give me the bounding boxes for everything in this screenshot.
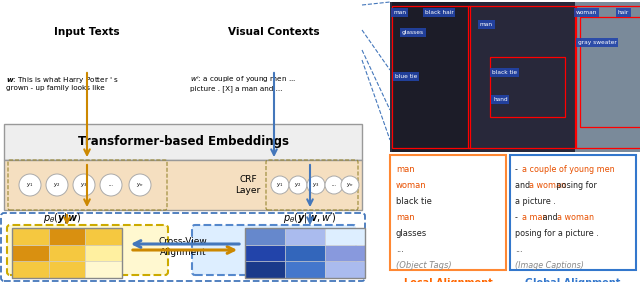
Bar xyxy=(325,228,365,245)
Text: Input Texts: Input Texts xyxy=(54,27,120,37)
FancyBboxPatch shape xyxy=(7,225,168,275)
Text: posing for: posing for xyxy=(554,181,596,190)
Bar xyxy=(580,17,640,127)
Text: (Image Captions): (Image Captions) xyxy=(515,261,584,270)
Text: Transformer-based Embeddings: Transformer-based Embeddings xyxy=(77,135,289,149)
Circle shape xyxy=(100,174,122,196)
Text: $\boldsymbol{w}$: This is what Harry Potter ' s: $\boldsymbol{w}$: This is what Harry Pot… xyxy=(6,75,119,85)
Bar xyxy=(245,261,285,278)
Text: a woman: a woman xyxy=(529,181,566,190)
Circle shape xyxy=(325,176,343,194)
Text: glasses: glasses xyxy=(396,229,428,238)
Text: a picture .: a picture . xyxy=(515,197,556,206)
Text: woman: woman xyxy=(576,10,597,15)
Text: $\boldsymbol{w'}$: a couple of young men ...: $\boldsymbol{w'}$: a couple of young men… xyxy=(190,75,296,86)
Bar xyxy=(49,228,85,245)
Text: hair: hair xyxy=(618,10,629,15)
Bar xyxy=(85,228,122,245)
Text: Visual Contexts: Visual Contexts xyxy=(228,27,320,37)
Bar xyxy=(245,228,285,245)
Text: hand: hand xyxy=(493,97,508,102)
Text: $p_\theta(\boldsymbol{y}|\boldsymbol{w})$: $p_\theta(\boldsymbol{y}|\boldsymbol{w})… xyxy=(43,211,81,225)
Text: picture . [X] a man and ...: picture . [X] a man and ... xyxy=(190,85,282,92)
Text: a couple of young men: a couple of young men xyxy=(522,165,614,174)
Bar xyxy=(575,6,640,148)
Text: -: - xyxy=(515,165,520,174)
Text: -: - xyxy=(515,213,520,222)
Bar xyxy=(4,124,362,160)
Bar xyxy=(4,160,362,210)
FancyBboxPatch shape xyxy=(192,225,356,275)
Circle shape xyxy=(129,174,151,196)
Text: ...: ... xyxy=(515,245,522,254)
Circle shape xyxy=(271,176,289,194)
Text: $y_3$: $y_3$ xyxy=(312,181,320,189)
Text: black tie: black tie xyxy=(396,197,432,206)
Bar xyxy=(468,6,576,148)
Bar xyxy=(12,228,49,245)
Circle shape xyxy=(19,174,41,196)
Bar xyxy=(245,245,285,261)
Text: gray sweater: gray sweater xyxy=(578,40,617,45)
Bar xyxy=(12,245,49,261)
Bar xyxy=(285,261,325,278)
Bar xyxy=(470,2,575,152)
Circle shape xyxy=(289,176,307,194)
Text: ...: ... xyxy=(108,182,114,188)
Bar xyxy=(85,245,122,261)
Text: black hair: black hair xyxy=(425,10,454,15)
Text: man: man xyxy=(393,10,406,15)
Text: blue tie: blue tie xyxy=(395,74,417,79)
Text: ...: ... xyxy=(396,245,404,254)
Text: (Object Tags): (Object Tags) xyxy=(396,261,452,270)
Bar xyxy=(575,2,640,152)
Text: a man: a man xyxy=(522,213,547,222)
Text: man: man xyxy=(396,165,415,174)
Bar xyxy=(12,261,49,278)
Text: $y_2$: $y_2$ xyxy=(53,181,61,189)
Bar xyxy=(49,245,85,261)
Text: $y_3$: $y_3$ xyxy=(80,181,88,189)
Bar xyxy=(85,261,122,278)
Text: glasses: glasses xyxy=(402,30,424,35)
Text: Local Alignment: Local Alignment xyxy=(404,278,492,282)
Text: Global Alignment: Global Alignment xyxy=(525,278,621,282)
Text: and: and xyxy=(540,213,559,222)
Circle shape xyxy=(307,176,325,194)
Bar xyxy=(245,228,365,278)
Bar xyxy=(12,228,122,278)
Text: a woman: a woman xyxy=(557,213,594,222)
Bar xyxy=(285,245,325,261)
Bar xyxy=(392,2,472,152)
Text: $p_\theta(\boldsymbol{y}|\boldsymbol{w}, \boldsymbol{w'})$: $p_\theta(\boldsymbol{y}|\boldsymbol{w},… xyxy=(283,211,337,225)
Text: man: man xyxy=(480,22,493,27)
Bar xyxy=(390,2,635,152)
Text: $y_2$: $y_2$ xyxy=(294,181,301,189)
Circle shape xyxy=(73,174,95,196)
Text: ...: ... xyxy=(332,182,337,188)
Text: black tie: black tie xyxy=(492,70,517,75)
Bar xyxy=(49,261,85,278)
Text: $y_n$: $y_n$ xyxy=(136,181,144,189)
Text: woman: woman xyxy=(396,181,427,190)
Circle shape xyxy=(46,174,68,196)
Text: $y_n$: $y_n$ xyxy=(346,181,354,189)
Text: Cross-View
Alignment: Cross-View Alignment xyxy=(159,237,207,257)
Text: grown - up family looks like: grown - up family looks like xyxy=(6,85,105,91)
Text: and: and xyxy=(515,181,532,190)
Bar xyxy=(392,6,470,148)
Circle shape xyxy=(341,176,359,194)
Bar xyxy=(285,228,325,245)
Text: CRF
Layer: CRF Layer xyxy=(236,175,260,195)
Bar xyxy=(490,57,565,117)
Text: $y_1$: $y_1$ xyxy=(26,181,34,189)
Bar xyxy=(390,155,506,270)
Bar xyxy=(510,155,636,270)
Text: man: man xyxy=(396,213,415,222)
Text: posing for a picture .: posing for a picture . xyxy=(515,229,598,238)
Bar xyxy=(325,261,365,278)
Bar xyxy=(325,245,365,261)
Text: $y_1$: $y_1$ xyxy=(276,181,284,189)
